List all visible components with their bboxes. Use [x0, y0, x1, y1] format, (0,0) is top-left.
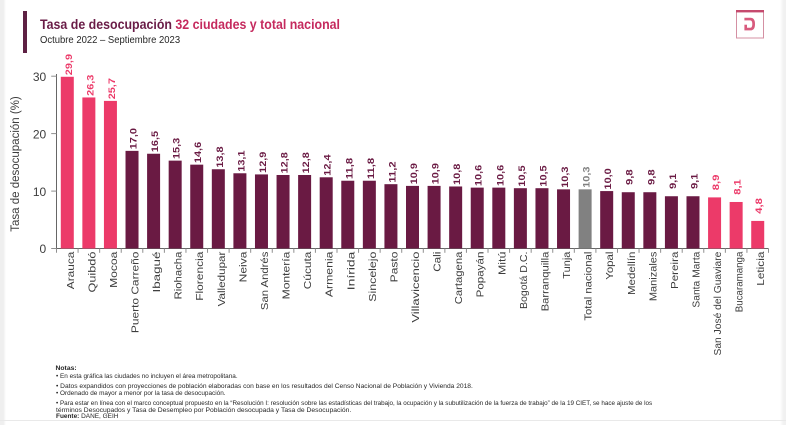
svg-text:Mitú: Mitú — [497, 251, 508, 275]
svg-text:16,5: 16,5 — [150, 131, 160, 152]
svg-text:11,8: 11,8 — [366, 158, 376, 179]
svg-text:Valledupar: Valledupar — [217, 251, 228, 306]
svg-text:11,2: 11,2 — [387, 161, 397, 182]
svg-text:12,8: 12,8 — [280, 152, 290, 173]
svg-text:30: 30 — [33, 70, 47, 84]
svg-text:8,1: 8,1 — [733, 179, 743, 195]
svg-text:Popayán: Popayán — [476, 252, 487, 298]
svg-text:Riohacha: Riohacha — [174, 251, 185, 299]
svg-text:Montería: Montería — [282, 251, 293, 299]
svg-text:25,7: 25,7 — [107, 78, 117, 99]
svg-text:Neiva: Neiva — [238, 251, 249, 282]
svg-text:10,6: 10,6 — [495, 165, 505, 186]
svg-text:Arauca: Arauca — [66, 251, 77, 289]
svg-text:Santa Marta: Santa Marta — [691, 251, 702, 307]
svg-text:9,1: 9,1 — [668, 173, 678, 189]
svg-text:Manizales: Manizales — [648, 252, 659, 302]
svg-text:Pasto: Pasto — [389, 251, 400, 282]
svg-text:14,6: 14,6 — [193, 142, 203, 163]
svg-text:Cartagena: Cartagena — [454, 251, 465, 304]
svg-text:17,0: 17,0 — [129, 128, 139, 149]
svg-text:10,9: 10,9 — [409, 163, 419, 184]
svg-text:Tunja: Tunja — [562, 251, 573, 278]
svg-text:20: 20 — [33, 127, 47, 141]
svg-text:9,1: 9,1 — [689, 173, 699, 189]
svg-text:10,5: 10,5 — [538, 165, 548, 186]
svg-text:Mocoa: Mocoa — [109, 251, 120, 288]
svg-text:13,8: 13,8 — [215, 146, 225, 167]
svg-text:Cúcuta: Cúcuta — [303, 251, 314, 289]
svg-text:10,0: 10,0 — [603, 168, 613, 189]
svg-text:Total nacional: Total nacional — [584, 252, 595, 321]
svg-text:Armenia: Armenia — [325, 251, 336, 297]
svg-text:Tasa de desocupación (%): Tasa de desocupación (%) — [10, 96, 22, 232]
svg-text:Barranquilla: Barranquilla — [540, 251, 551, 311]
svg-text:Medellín: Medellín — [627, 252, 638, 295]
svg-text:Villavicencio: Villavicencio — [411, 251, 422, 322]
svg-text:Sincelejo: Sincelejo — [368, 251, 379, 302]
svg-text:10,3: 10,3 — [582, 167, 592, 188]
svg-text:12,4: 12,4 — [323, 153, 333, 175]
svg-text:8,9: 8,9 — [711, 175, 721, 191]
svg-text:Florencia: Florencia — [195, 251, 206, 301]
svg-text:Bucaramanga: Bucaramanga — [735, 251, 746, 312]
svg-text:9,8: 9,8 — [646, 169, 656, 185]
svg-text:Inírida: Inírida — [346, 251, 357, 290]
svg-text:Leticia: Leticia — [756, 251, 767, 285]
svg-text:Pereira: Pereira — [670, 251, 681, 289]
svg-text:San Andrés: San Andrés — [260, 252, 271, 311]
svg-text:Yopal: Yopal — [605, 252, 616, 280]
svg-text:San José del Guaviare: San José del Guaviare — [713, 251, 724, 355]
svg-text:Cali: Cali — [433, 252, 444, 272]
svg-text:29,9: 29,9 — [64, 54, 74, 75]
svg-text:10: 10 — [33, 185, 47, 199]
svg-text:10,9: 10,9 — [431, 163, 441, 184]
svg-text:Puerto Carreño: Puerto Carreño — [131, 251, 142, 333]
svg-text:15,3: 15,3 — [172, 138, 182, 159]
svg-text:4,8: 4,8 — [754, 198, 764, 214]
svg-text:Quibdó: Quibdó — [87, 251, 98, 292]
svg-text:10,6: 10,6 — [474, 165, 484, 186]
svg-text:26,3: 26,3 — [85, 75, 95, 96]
svg-text:Bogotá D.C.: Bogotá D.C. — [519, 252, 530, 309]
svg-text:11,8: 11,8 — [344, 158, 354, 179]
svg-text:0: 0 — [40, 242, 47, 256]
svg-text:Ibagué: Ibagué — [152, 251, 163, 292]
svg-text:12,8: 12,8 — [301, 152, 311, 173]
svg-text:10,8: 10,8 — [452, 164, 462, 185]
svg-text:10,3: 10,3 — [560, 167, 570, 188]
svg-text:9,8: 9,8 — [625, 169, 635, 185]
svg-text:10,5: 10,5 — [517, 165, 527, 186]
svg-text:12,9: 12,9 — [258, 152, 268, 173]
svg-text:13,1: 13,1 — [236, 150, 246, 171]
